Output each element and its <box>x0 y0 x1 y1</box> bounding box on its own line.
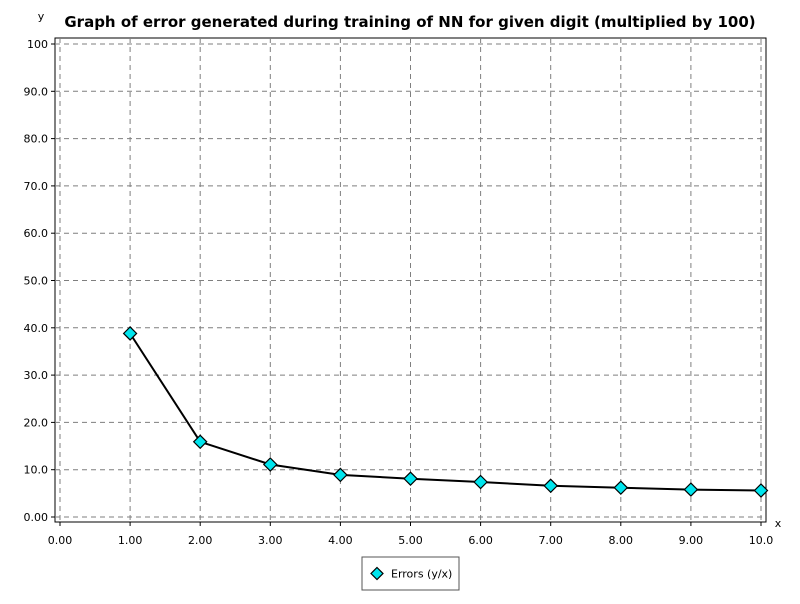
data-point-diamond <box>753 483 769 498</box>
y-tick-label: 90.0 <box>24 85 49 98</box>
data-point-diamond <box>613 480 629 496</box>
x-tick-label: 9.00 <box>679 534 704 547</box>
y-tick-label: 100 <box>27 38 48 51</box>
data-point-diamond <box>122 326 138 341</box>
data-point-diamond <box>473 474 488 490</box>
data-point-diamond <box>403 471 418 487</box>
x-tick-label: 1.00 <box>118 534 143 547</box>
data-point-diamond <box>543 478 559 494</box>
x-tick-label: 7.00 <box>538 534 563 547</box>
legend-label: Errors (y/x) <box>391 568 452 581</box>
y-tick-label: 40.0 <box>24 322 49 335</box>
x-tick-label: 4.00 <box>328 534 353 547</box>
y-tick-label: 10.0 <box>24 464 49 477</box>
y-tick-label: 30.0 <box>24 369 49 382</box>
x-tick-label: 6.00 <box>468 534 493 547</box>
legend-marker-diamond-icon <box>370 566 384 581</box>
x-tick-label: 2.00 <box>188 534 213 547</box>
y-tick-label: 80.0 <box>24 133 49 146</box>
x-tick-label: 3.00 <box>258 534 283 547</box>
y-tick-label: 70.0 <box>24 180 49 193</box>
plot-area: 0.00 10.0 20.0 30.0 40.0 50.0 60.0 70.0 80.0 90.0… <box>24 37 774 547</box>
data-point-diamond <box>333 467 348 483</box>
x-tick-label: 5.00 <box>398 534 423 547</box>
x-tick-label: 10.0 <box>749 534 774 547</box>
series-line <box>129 332 762 492</box>
y-tick-label: 50.0 <box>24 275 49 288</box>
data-point-diamond <box>683 482 699 497</box>
x-axis-label: x <box>775 517 782 530</box>
data-point-diamond <box>192 434 208 450</box>
x-tick-label: 0.00 <box>48 534 73 547</box>
data-point-diamond <box>262 457 278 472</box>
y-axis-label: y <box>38 10 45 23</box>
legend: Errors (y/x) <box>361 556 460 591</box>
y-tick-label: 20.0 <box>24 416 49 429</box>
x-tick-label: 8.00 <box>609 534 634 547</box>
chart-title: Graph of error generated during training… <box>64 13 755 31</box>
y-tick-label: 0.00 <box>24 511 49 524</box>
y-tick-label: 60.0 <box>24 227 49 240</box>
